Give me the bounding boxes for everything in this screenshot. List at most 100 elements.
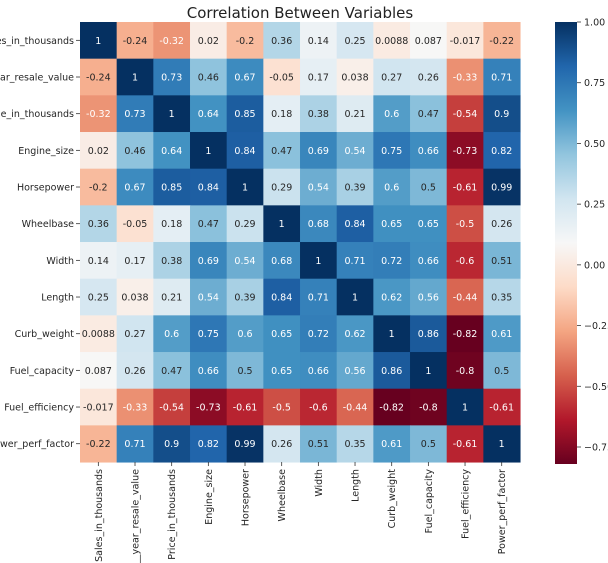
heatmap-cell bbox=[410, 168, 448, 206]
heatmap-cell bbox=[373, 352, 411, 390]
x-tick-label: Length bbox=[351, 469, 362, 502]
heatmap-cell bbox=[80, 425, 118, 463]
colorbar: 1.00 0.75 0.50 0.25 0.00 −0.25 −0.50 −0.75 bbox=[555, 18, 608, 464]
y-tick-label: Wheelbase bbox=[22, 219, 75, 230]
cell-annotation: -0.017 bbox=[450, 36, 481, 47]
cell-annotation: 0.35 bbox=[491, 293, 512, 304]
heatmap-cell bbox=[153, 425, 191, 463]
heatmap-cell bbox=[483, 58, 521, 96]
cell-annotation: 0.39 bbox=[344, 183, 365, 194]
heatmap-cell bbox=[410, 425, 448, 463]
heatmap-cell bbox=[190, 22, 228, 60]
cell-annotation: 0.51 bbox=[491, 256, 512, 267]
cell-annotation: -0.8 bbox=[456, 366, 475, 377]
cell-annotation: 0.66 bbox=[418, 146, 439, 157]
heatmap-cell bbox=[190, 132, 228, 170]
cell-annotation: 0.47 bbox=[418, 109, 439, 120]
cell-annotation: 0.64 bbox=[161, 146, 182, 157]
colorbar-tick-label: −0.25 bbox=[584, 321, 608, 332]
cell-annotation: 0.65 bbox=[271, 366, 292, 377]
heatmap-cell bbox=[116, 168, 154, 206]
heatmap-cell bbox=[263, 205, 301, 243]
cell-annotation: 0.0088 bbox=[375, 36, 408, 47]
cell-annotation: 0.86 bbox=[418, 329, 439, 340]
cell-annotation: 1 bbox=[499, 439, 505, 450]
cell-annotation: 0.25 bbox=[344, 36, 365, 47]
cell-annotation: -0.54 bbox=[159, 403, 184, 414]
heatmap-cell bbox=[446, 352, 484, 390]
heatmap-cell bbox=[300, 168, 338, 206]
heatmap-cell bbox=[153, 388, 191, 426]
cell-annotation: 0.71 bbox=[491, 73, 512, 84]
cell-annotation: 1 bbox=[462, 403, 468, 414]
cell-annotation: 0.47 bbox=[198, 219, 219, 230]
cell-annotation: 1 bbox=[95, 36, 101, 47]
cell-annotation: -0.33 bbox=[123, 403, 148, 414]
cell-annotation: 0.66 bbox=[418, 256, 439, 267]
cell-annotation: 0.54 bbox=[308, 183, 329, 194]
heatmap-cell bbox=[116, 95, 154, 133]
heatmap-cell bbox=[116, 278, 154, 316]
heatmap-cell bbox=[410, 278, 448, 316]
heatmap-cell bbox=[410, 132, 448, 170]
cell-annotation: -0.2 bbox=[236, 36, 255, 47]
cell-annotation: 0.9 bbox=[164, 439, 179, 450]
heatmap-cell bbox=[300, 425, 338, 463]
heatmap-cell bbox=[226, 22, 264, 60]
heatmap-cell bbox=[190, 205, 228, 243]
cell-annotation: 0.75 bbox=[198, 329, 219, 340]
x-tick-label: Width bbox=[314, 469, 325, 497]
cell-annotation: -0.44 bbox=[453, 293, 478, 304]
x-tick-label: Sales_in_thousands bbox=[94, 469, 105, 562]
x-tick-label: __year_resale_value bbox=[131, 469, 142, 563]
cell-annotation: 0.14 bbox=[88, 256, 109, 267]
heatmap-cell bbox=[300, 132, 338, 170]
heatmap-cell bbox=[336, 205, 374, 243]
cell-annotation: 0.84 bbox=[234, 146, 255, 157]
heatmap-cell bbox=[410, 22, 448, 60]
cell-annotation: -0.82 bbox=[379, 403, 404, 414]
y-tick-label: Price_in_thousands bbox=[0, 109, 74, 120]
heatmap-cell bbox=[263, 352, 301, 390]
heatmap-cell bbox=[153, 132, 191, 170]
cell-annotation: 0.66 bbox=[198, 366, 219, 377]
cell-annotation: 0.9 bbox=[494, 109, 509, 120]
cell-annotation: 0.84 bbox=[198, 183, 219, 194]
cell-annotation: -0.2 bbox=[89, 183, 108, 194]
cell-annotation: 0.99 bbox=[234, 439, 255, 450]
heatmap-cell bbox=[483, 168, 521, 206]
heatmap-cell bbox=[373, 205, 411, 243]
heatmap-cell bbox=[80, 95, 118, 133]
cell-annotation: 0.21 bbox=[344, 109, 365, 120]
heatmap-cell bbox=[446, 242, 484, 280]
heatmap-cell bbox=[300, 278, 338, 316]
cell-annotation: -0.61 bbox=[233, 403, 258, 414]
heatmap-cell bbox=[336, 242, 374, 280]
cell-annotation: 0.5 bbox=[421, 439, 436, 450]
heatmap-cell bbox=[263, 278, 301, 316]
heatmap-cell bbox=[153, 58, 191, 96]
y-tick-label: Horsepower bbox=[17, 183, 74, 194]
cell-annotation: 1 bbox=[169, 109, 175, 120]
heatmap-cell bbox=[153, 242, 191, 280]
heatmap-cell bbox=[80, 168, 118, 206]
heatmap-cell bbox=[263, 22, 301, 60]
heatmap-cell bbox=[190, 58, 228, 96]
heatmap-cell bbox=[153, 22, 191, 60]
cell-annotation: -0.73 bbox=[453, 146, 478, 157]
y-tick-label: Width bbox=[46, 256, 74, 267]
cell-annotation: 0.66 bbox=[308, 366, 329, 377]
heatmap-cell bbox=[116, 58, 154, 96]
heatmap-cell bbox=[263, 242, 301, 280]
heatmap-cell bbox=[336, 278, 374, 316]
cell-annotation: 0.62 bbox=[381, 293, 402, 304]
cell-annotation: 0.85 bbox=[161, 183, 182, 194]
cell-annotation: 0.54 bbox=[344, 146, 365, 157]
y-tick-label: Sales_in_thousands bbox=[0, 36, 74, 47]
heatmap-cell bbox=[226, 278, 264, 316]
heatmap-cell bbox=[263, 58, 301, 96]
cell-annotation: 0.69 bbox=[198, 256, 219, 267]
x-tick-label: Engine_size bbox=[204, 469, 215, 525]
cell-annotation: 0.99 bbox=[491, 183, 512, 194]
